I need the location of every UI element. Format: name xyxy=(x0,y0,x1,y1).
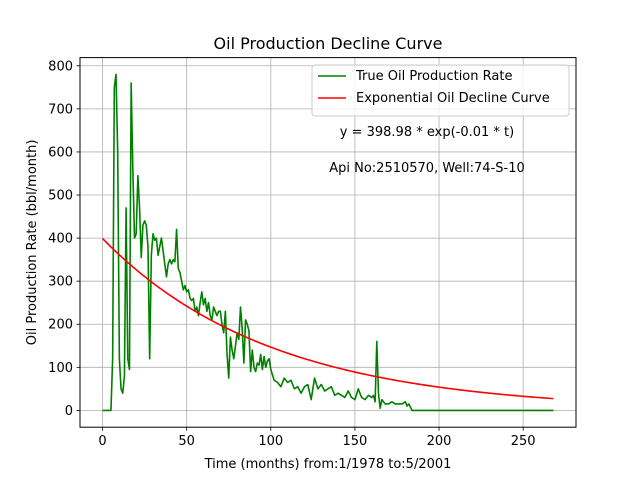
series-line-true-rate xyxy=(102,73,554,412)
y-tick-label: 200 xyxy=(48,318,73,333)
y-tick-label: 100 xyxy=(48,361,73,376)
y-tick-label: 500 xyxy=(48,189,73,204)
x-tick-label: 200 xyxy=(427,434,452,449)
legend: True Oil Production Rate Exponential Oil… xyxy=(311,64,570,117)
x-tick-label: 50 xyxy=(178,434,195,449)
y-tick-label: 0 xyxy=(65,404,73,419)
y-tick-label: 400 xyxy=(48,232,73,247)
x-tick-label: 100 xyxy=(258,434,283,449)
well-annotation: Api No:2510570, Well:74-S-10 xyxy=(329,161,525,176)
x-tick-label: 250 xyxy=(511,434,536,449)
x-axis: 0 50 100 150 200 250 xyxy=(98,427,536,449)
y-axis-label: Oil Production Rate (bbl/month) xyxy=(25,140,40,346)
x-axis-label: Time (months) from:1/1978 to:5/2001 xyxy=(204,457,452,472)
legend-label-decline-curve: Exponential Oil Decline Curve xyxy=(356,91,550,106)
y-tick-label: 600 xyxy=(48,145,73,160)
x-tick-label: 0 xyxy=(98,434,106,449)
equation-annotation: y = 398.98 * exp(-0.01 * t) xyxy=(340,125,514,140)
legend-box xyxy=(311,64,570,117)
plot-frame xyxy=(79,57,577,428)
y-tick-label: 300 xyxy=(48,275,73,290)
x-tick-label: 150 xyxy=(343,434,368,449)
y-tick-label: 700 xyxy=(48,102,73,117)
series-line-decline-curve xyxy=(101,237,554,400)
legend-label-true-rate: True Oil Production Rate xyxy=(355,69,512,84)
chart-title: Oil Production Decline Curve xyxy=(214,34,443,53)
plot-area xyxy=(101,73,554,412)
y-axis: 0 100 200 300 400 500 600 700 800 xyxy=(48,59,80,419)
y-tick-label: 800 xyxy=(48,59,73,74)
